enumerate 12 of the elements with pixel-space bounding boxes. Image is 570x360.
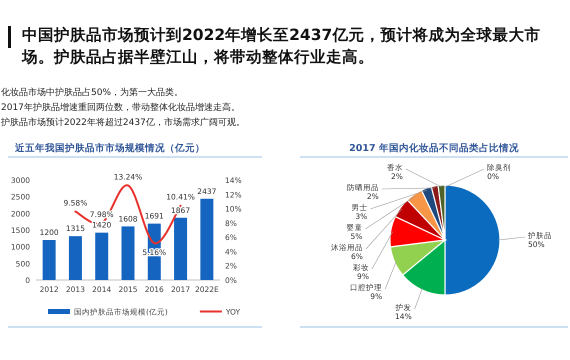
chart-title: 近五年我国护肤品市市场规模情况（亿元）	[14, 142, 205, 154]
text: 化妆品市场中护肤品占50%，为第一大品类。	[1, 86, 184, 99]
bar	[68, 236, 82, 280]
bar	[122, 226, 134, 280]
bar	[95, 232, 108, 280]
text: 2017年护肤品增速重回两位数，带动整体化妆品增速走高。	[1, 102, 240, 114]
bar	[42, 240, 56, 280]
text: 中国护肤品市场预计到2022年增长至2437亿元，预计将成为全球最大市场。护肤品占据半壁江山，将带动整体行业走高。	[22, 25, 542, 68]
bar	[174, 218, 188, 280]
text: 护肤品市场预计2022年将超过2437亿，市场需求广阔可观。	[1, 116, 245, 129]
bar	[200, 198, 214, 280]
chart-title: 2017 年国内化妆品不同品类占比情况	[349, 142, 520, 154]
